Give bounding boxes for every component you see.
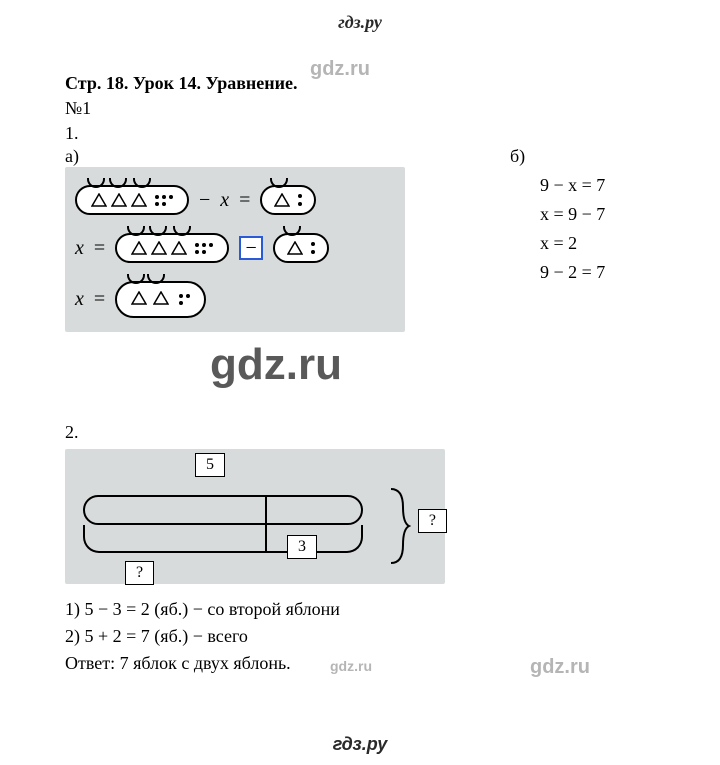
footer-watermark: гдз.ру — [0, 734, 720, 755]
diagram-2: 5 3 ? ? — [65, 449, 445, 584]
minus-box: − — [239, 236, 263, 260]
triangle-icon — [131, 193, 145, 207]
box-5: 5 — [195, 453, 225, 477]
var-x: x — [75, 237, 84, 260]
pill-8 — [115, 233, 229, 263]
pill-8 — [75, 185, 189, 215]
subtask-2-label: 2. — [65, 422, 690, 443]
site-header: гдз.ру — [0, 0, 720, 33]
solution-line-1: 1) 5 − 3 = 2 (яб.) − со второй яблони — [65, 596, 690, 623]
task-2: 2. 5 3 ? ? 1) 5 − 3 = 2 (яб.) − со второ… — [65, 422, 690, 677]
eq-row-2: x = − — [75, 233, 395, 263]
pill-5 — [115, 281, 206, 318]
eq-row-1: − x = — [75, 185, 395, 215]
page-content: Стр. 18. Урок 14. Уравнение. №1 1. а) — [0, 33, 720, 677]
box-q-right: ? — [418, 509, 447, 533]
dots-5 — [195, 243, 213, 254]
dots-2 — [311, 242, 315, 254]
divider-line — [265, 495, 267, 553]
eq-b-4: 9 − 2 = 7 — [510, 262, 690, 283]
brace-right — [387, 487, 411, 565]
topic: Уравнение. — [205, 73, 297, 93]
eq-b-3: x = 2 — [510, 233, 690, 254]
triangle-fill-icon — [153, 289, 169, 310]
dots-5 — [155, 195, 173, 206]
triangle-icon — [131, 241, 145, 255]
column-b: б) 9 − x = 7 x = 9 − 7 x = 2 9 − 2 = 7 — [490, 146, 690, 291]
page-ref: Стр. 18. — [65, 73, 128, 93]
eq-op: = — [94, 288, 105, 311]
triangle-icon — [111, 193, 125, 207]
task1-columns: а) − — [65, 146, 690, 332]
dots-2 — [298, 194, 302, 206]
answer-line: Ответ: 7 яблок с двух яблонь. — [65, 650, 690, 677]
column-a: а) − — [65, 146, 450, 332]
title-line: Стр. 18. Урок 14. Уравнение. — [65, 73, 690, 94]
solution-block: 1) 5 − 3 = 2 (яб.) − со второй яблони 2)… — [65, 596, 690, 677]
bar-bottom — [83, 525, 363, 553]
box-3: 3 — [287, 535, 317, 559]
triangle-icon — [151, 241, 165, 255]
triangle-icon — [287, 241, 301, 255]
triangle-icon — [171, 241, 185, 255]
triangle-icon — [274, 193, 288, 207]
solution-line-2: 2) 5 + 2 = 7 (яб.) − всего — [65, 623, 690, 650]
part-b-label: б) — [510, 146, 690, 167]
var-x: x — [75, 288, 84, 311]
eq-row-3: x = — [75, 281, 395, 318]
var-x: x — [220, 189, 229, 212]
minus-op: − — [199, 189, 210, 212]
pill-3 — [260, 185, 316, 215]
eq-b-1: 9 − x = 7 — [510, 175, 690, 196]
panel-a: − x = x = — [65, 167, 405, 332]
eq-b-2: x = 9 − 7 — [510, 204, 690, 225]
subtask-1: 1. — [65, 123, 690, 144]
triangle-fill-icon — [131, 289, 147, 310]
lesson-ref: Урок 14. — [133, 73, 201, 93]
pill-3 — [273, 233, 329, 263]
triangle-icon — [91, 193, 105, 207]
bar-top — [83, 495, 363, 525]
eq-op: = — [239, 189, 250, 212]
task-number: №1 — [65, 98, 690, 119]
eq-op: = — [94, 237, 105, 260]
part-a-label: а) — [65, 146, 450, 167]
box-q-bottom: ? — [125, 561, 154, 585]
dots-3 — [179, 294, 190, 305]
